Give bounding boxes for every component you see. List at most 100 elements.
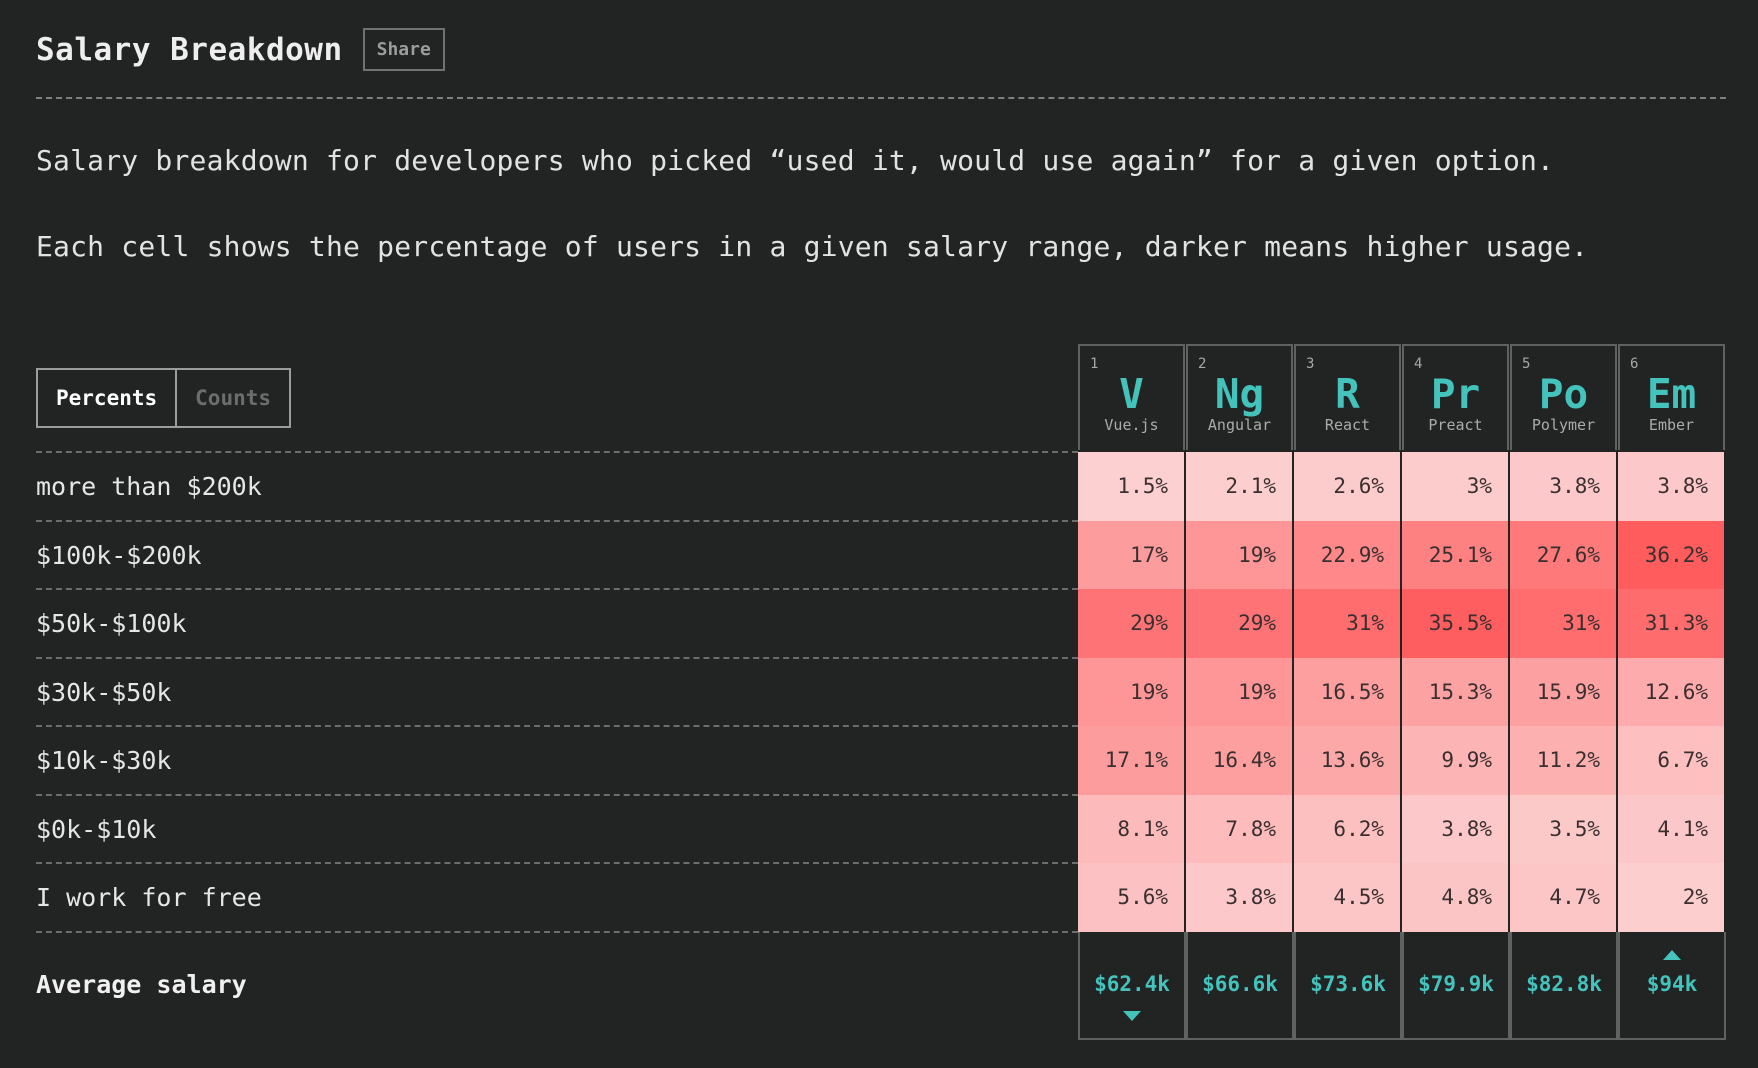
column-name: React: [1324, 416, 1371, 434]
heatmap-cell: 2.6%: [1294, 452, 1402, 521]
column-abbr: Pr: [1430, 370, 1481, 418]
heatmap-cell: 16.4%: [1186, 726, 1294, 795]
row-label: $100k-$200k: [36, 540, 202, 570]
header: Salary Breakdown Share: [36, 28, 445, 71]
average-salary-cell: $73.6k: [1294, 932, 1402, 1040]
average-salary-value: $62.4k: [1094, 972, 1170, 996]
column-name: Preact: [1428, 416, 1483, 434]
heatmap-cell: 3.8%: [1402, 794, 1510, 864]
row-divider: [36, 519, 1078, 522]
heatmap-cell: 12.6%: [1618, 657, 1726, 727]
heatmap-cell: 31.3%: [1618, 589, 1726, 658]
average-salary-cell: $66.6k: [1186, 932, 1294, 1040]
heatmap-cell: 11.2%: [1510, 726, 1618, 795]
average-salary-cell: $62.4k: [1078, 932, 1186, 1040]
row-divider: [36, 451, 1078, 453]
row-divider: [36, 793, 1078, 796]
row-label: I work for free: [36, 883, 262, 912]
heatmap-cell: 15.3%: [1402, 657, 1510, 727]
column-header-angular[interactable]: 2 Ng Angular: [1186, 344, 1293, 450]
column-rank: 6: [1630, 356, 1639, 372]
column-abbr: Po: [1538, 370, 1589, 418]
share-button[interactable]: Share: [362, 28, 445, 71]
heatmap-cell: 4.1%: [1618, 794, 1726, 864]
heatmap-cell: 19%: [1078, 657, 1186, 727]
heatmap-cell: 17.1%: [1078, 726, 1186, 795]
average-salary-value: $73.6k: [1310, 972, 1386, 996]
column-name: Ember: [1648, 416, 1695, 434]
heatmap-cell: 15.9%: [1510, 657, 1618, 727]
heatmap-cell: 31%: [1294, 589, 1402, 658]
heatmap-cell: 19%: [1186, 520, 1294, 590]
average-salary-value: $66.6k: [1202, 972, 1278, 996]
heatmap-cell: 4.7%: [1510, 863, 1618, 932]
heatmap-cell: 6.2%: [1294, 794, 1402, 864]
column-header-polymer[interactable]: 5 Po Polymer: [1510, 344, 1617, 450]
column-header-ember[interactable]: 6 Em Ember: [1618, 344, 1725, 450]
unit-toggle: Percents Counts: [36, 368, 292, 428]
heatmap-cell: 7.8%: [1186, 794, 1294, 864]
average-salary-label: Average salary: [36, 970, 247, 999]
heatmap-cell: 3.5%: [1510, 794, 1618, 864]
percents-toggle-button[interactable]: Percents: [38, 370, 178, 426]
row-label: $50k-$100k: [36, 609, 187, 638]
heatmap-cell: 2%: [1618, 863, 1726, 932]
heatmap-cell: 25.1%: [1402, 520, 1510, 590]
average-salary-cell: $94k: [1618, 932, 1726, 1040]
row-divider: [36, 588, 1078, 590]
arrow-up-icon: [1663, 950, 1681, 960]
heatmap-cell: 2.1%: [1186, 452, 1294, 521]
average-salary-value: $94k: [1646, 972, 1698, 996]
column-rank: 1: [1090, 356, 1099, 372]
column-name: Vue.js: [1104, 416, 1159, 434]
column-header-react[interactable]: 3 R React: [1294, 344, 1401, 450]
row-divider: [36, 725, 1078, 727]
heatmap-cell: 22.9%: [1294, 520, 1402, 590]
heatmap-cell: 19%: [1186, 657, 1294, 727]
column-header-vue-js[interactable]: 1 V Vue.js: [1078, 344, 1185, 450]
heatmap-cell: 27.6%: [1510, 520, 1618, 590]
column-name: Polymer: [1531, 416, 1596, 434]
counts-toggle-button[interactable]: Counts: [177, 370, 289, 426]
heatmap-cell: 3%: [1402, 452, 1510, 521]
header-divider: [36, 97, 1726, 99]
row-divider: [36, 862, 1078, 864]
heatmap-cell: 6.7%: [1618, 726, 1726, 795]
heatmap-cell: 29%: [1078, 589, 1186, 658]
column-abbr: R: [1335, 370, 1360, 418]
column-abbr: Ng: [1214, 370, 1265, 418]
column-name: Angular: [1207, 416, 1272, 434]
column-rank: 4: [1414, 356, 1423, 372]
row-divider: [36, 656, 1078, 659]
heatmap-cell: 4.5%: [1294, 863, 1402, 932]
heatmap-cell: 13.6%: [1294, 726, 1402, 795]
heatmap-cell: 36.2%: [1618, 520, 1726, 590]
row-label: $0k-$10k: [36, 814, 157, 844]
heatmap-cell: 3.8%: [1618, 452, 1726, 521]
average-salary-value: $82.8k: [1526, 972, 1602, 996]
average-salary-value: $79.9k: [1418, 972, 1494, 996]
heatmap-cell: 17%: [1078, 520, 1186, 590]
column-rank: 5: [1522, 356, 1531, 372]
page-title: Salary Breakdown: [36, 31, 343, 68]
column-rank: 2: [1198, 356, 1207, 372]
heatmap-cell: 9.9%: [1402, 726, 1510, 795]
column-rank: 3: [1306, 356, 1315, 372]
row-divider: [36, 930, 1078, 933]
heatmap-cell: 3.8%: [1510, 452, 1618, 521]
row-label: $10k-$30k: [36, 746, 172, 775]
heatmap-cell: 8.1%: [1078, 794, 1186, 864]
description-line-1: Salary breakdown for developers who pick…: [36, 144, 1555, 177]
heatmap-cell: 35.5%: [1402, 589, 1510, 658]
heatmap-cell: 5.6%: [1078, 863, 1186, 932]
column-header-preact[interactable]: 4 Pr Preact: [1402, 344, 1509, 450]
column-abbr: V: [1119, 370, 1144, 418]
description-line-2: Each cell shows the percentage of users …: [36, 230, 1589, 263]
column-abbr: Em: [1646, 370, 1697, 418]
row-label: more than $200k: [36, 472, 262, 501]
row-label: $30k-$50k: [36, 677, 172, 707]
average-salary-cell: $82.8k: [1510, 932, 1618, 1040]
heatmap-cell: 16.5%: [1294, 657, 1402, 727]
heatmap-cell: 3.8%: [1186, 863, 1294, 932]
average-salary-cell: $79.9k: [1402, 932, 1510, 1040]
